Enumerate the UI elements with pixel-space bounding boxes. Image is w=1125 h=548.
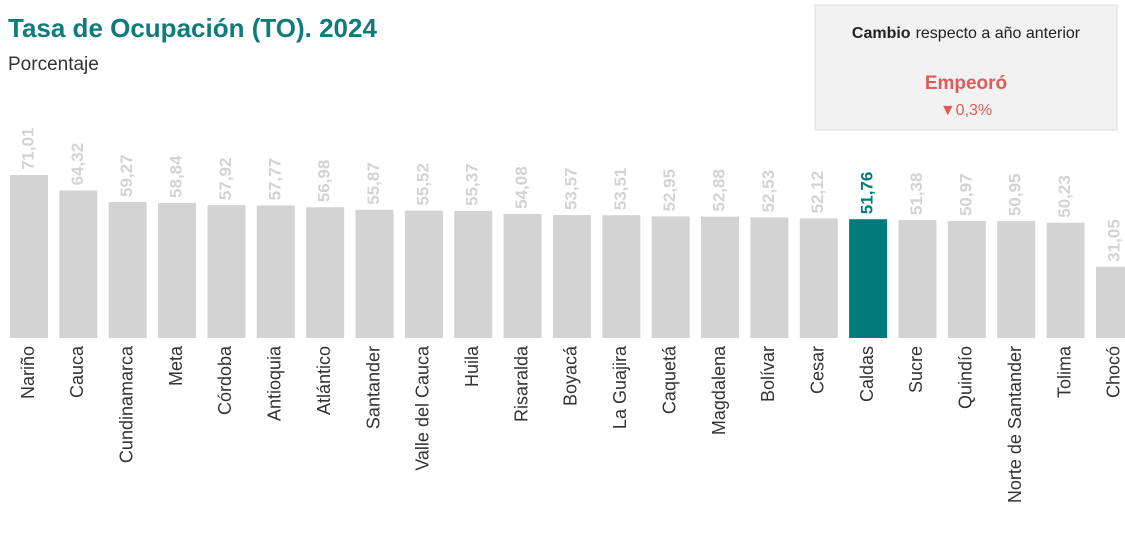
x-tick-label: Cundinamarca (116, 345, 136, 463)
value-label: 53,57 (561, 168, 580, 211)
x-tick-label: Nariño (18, 346, 38, 399)
change-heading: Cambio respecto a año anterior (852, 25, 1081, 42)
bar (59, 190, 98, 338)
bar (207, 205, 246, 338)
value-label: 55,37 (463, 163, 482, 206)
change-heading-rest: respecto a año anterior (916, 25, 1081, 42)
x-tick-label: Chocó (1104, 346, 1124, 398)
value-label: 51,38 (907, 173, 926, 216)
x-tick-label: Bolívar (758, 346, 778, 402)
chart-subtitle: Porcentaje (8, 54, 99, 75)
bar (503, 213, 542, 338)
bar (355, 209, 394, 338)
change-value: ▼0,3% (940, 102, 992, 119)
value-label: 50,95 (1006, 174, 1025, 217)
change-heading-bold: Cambio (852, 25, 911, 42)
bar (651, 216, 690, 338)
value-label: 31,05 (1104, 219, 1123, 262)
x-tick-label: Valle del Cauca (413, 345, 433, 471)
value-label: 52,12 (808, 171, 827, 214)
change-box-bg (814, 4, 1118, 131)
x-tick-label: Córdoba (215, 345, 235, 415)
x-tick-label: Quindío (956, 346, 976, 409)
value-label: 59,27 (117, 154, 136, 197)
x-tick-label: Caquetá (659, 345, 679, 414)
value-label: 52,95 (660, 169, 679, 212)
value-label: 54,08 (512, 166, 531, 209)
value-label: 52,53 (759, 170, 778, 213)
value-label: 55,52 (413, 163, 432, 206)
value-label: 55,87 (364, 162, 383, 205)
x-tick-label: Cesar (808, 346, 828, 394)
value-label: 51,76 (858, 172, 877, 215)
bar (898, 220, 937, 338)
value-label: 50,23 (1055, 175, 1074, 218)
bar (849, 219, 888, 338)
value-label: 56,98 (315, 160, 334, 203)
x-tick-label: Risaralda (511, 345, 531, 422)
bar (997, 221, 1036, 338)
x-tick-label: Boyacá (561, 345, 581, 406)
change-box: Cambio respecto a año anterior Empeoró ▼0… (814, 4, 1118, 131)
chart-title: Tasa de Ocupación (TO). 2024 (8, 13, 377, 43)
bar (602, 215, 641, 338)
change-status: Empeoró (925, 73, 1007, 94)
x-tick-label: Tolima (1054, 345, 1074, 398)
value-label: 64,32 (68, 143, 87, 186)
x-tick-label: Santander (363, 346, 383, 429)
value-label: 53,51 (611, 168, 630, 211)
value-label: 52,88 (710, 169, 729, 212)
bar (108, 201, 147, 338)
bar (750, 217, 789, 338)
x-tick-label: La Guajira (610, 345, 630, 429)
value-label: 57,92 (216, 158, 235, 201)
bar (404, 210, 443, 338)
x-tick-label: Huila (462, 345, 482, 387)
value-label: 50,97 (956, 173, 975, 216)
bar (256, 205, 295, 338)
x-tick-label: Norte de Santander (1005, 346, 1025, 503)
x-tick-label: Sucre (906, 346, 926, 393)
bar (10, 175, 48, 338)
bar (799, 218, 838, 338)
value-label: 58,84 (167, 155, 186, 198)
bar (1095, 266, 1125, 338)
x-tick-label: Meta (166, 345, 186, 386)
bar (1046, 222, 1085, 338)
bar (947, 221, 986, 338)
bar (306, 207, 345, 338)
bar (701, 216, 740, 338)
x-tick-label: Magdalena (709, 345, 729, 435)
x-tick-label: Atlántico (314, 346, 334, 415)
value-label: 71,01 (18, 127, 37, 170)
x-tick-label: Antioquia (265, 345, 285, 421)
bar (454, 210, 493, 338)
x-tick-label: Cauca (67, 345, 87, 398)
value-label: 57,77 (265, 158, 284, 201)
bar (552, 215, 591, 338)
x-tick-label: Caldas (857, 346, 877, 402)
bar (158, 202, 197, 338)
